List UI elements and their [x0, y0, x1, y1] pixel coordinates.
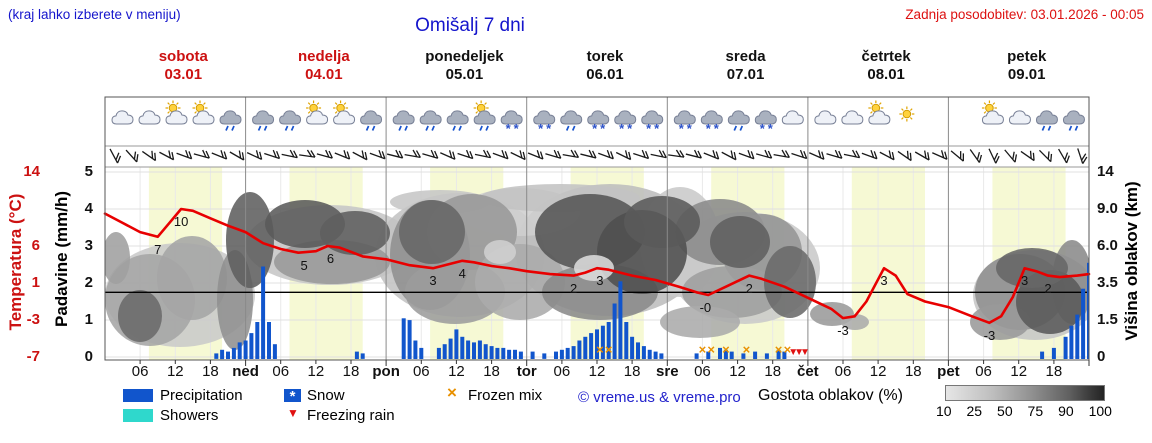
- weather-icon: * *: [673, 110, 696, 136]
- weather-icon: [446, 110, 469, 131]
- svg-text:×: ×: [699, 342, 707, 357]
- weather-icon: [392, 110, 415, 131]
- weather-icon: [814, 102, 837, 125]
- cloud-density-gradient: [945, 385, 1105, 401]
- weather-icon: * *: [641, 110, 664, 136]
- precipitation-swatch-icon: [123, 389, 153, 402]
- svg-text:*: *: [514, 121, 520, 136]
- weather-icon: * *: [700, 110, 723, 136]
- weather-icon: [899, 106, 915, 122]
- svg-text:×: ×: [775, 342, 783, 357]
- legend-freezing-rain-label: Freezing rain: [307, 407, 395, 424]
- svg-text:*: *: [506, 121, 512, 136]
- menu-hint: (kraj lahko izberete v meniju): [8, 7, 181, 22]
- last-update: Zadnja posodobitev: 03.01.2026 - 00:05: [905, 7, 1144, 22]
- weather-icon: * *: [587, 110, 610, 136]
- snow-swatch-icon: *: [284, 389, 301, 405]
- weather-icon: * *: [500, 110, 523, 136]
- weather-icon: [727, 110, 750, 131]
- weather-icon: [473, 100, 496, 131]
- svg-text:×: ×: [707, 342, 715, 357]
- density-tick: 75: [1027, 403, 1044, 419]
- svg-text:▼: ▼: [794, 347, 804, 358]
- weather-icon: [781, 110, 804, 125]
- density-tick: 10: [936, 403, 952, 419]
- weather-icon: [165, 100, 188, 125]
- weather-icon: [981, 100, 1004, 125]
- svg-text:*: *: [538, 121, 544, 136]
- frozen-mix-icon: ×: [447, 383, 457, 402]
- legend-precipitation-label: Precipitation: [160, 387, 243, 404]
- weather-icon: [138, 102, 161, 125]
- svg-text:×: ×: [596, 342, 604, 357]
- weather-icon: [419, 110, 442, 131]
- density-tick: 50: [997, 403, 1013, 419]
- freezing-rain-icon: ▼: [287, 406, 299, 420]
- svg-text:*: *: [619, 121, 625, 136]
- svg-text:*: *: [687, 121, 693, 136]
- svg-text:▼: ▼: [788, 347, 798, 358]
- svg-text:*: *: [546, 121, 552, 136]
- page-title: Omišalj 7 dni: [415, 15, 525, 36]
- weather-icon: [111, 102, 134, 125]
- svg-text:▼: ▼: [800, 347, 810, 358]
- cloud-density-ticks: 10 25 50 75 90 100: [936, 403, 1112, 419]
- weather-icon: [841, 110, 864, 125]
- svg-text:*: *: [600, 121, 606, 136]
- showers-swatch-icon: [123, 409, 153, 422]
- density-tick: 100: [1088, 403, 1112, 419]
- svg-text:*: *: [714, 121, 720, 136]
- weather-icon: [1062, 110, 1085, 131]
- svg-text:*: *: [646, 121, 652, 136]
- weather-icon: * *: [533, 110, 556, 136]
- weather-icon: [219, 102, 242, 131]
- svg-text:*: *: [654, 121, 660, 136]
- weather-icon: [560, 110, 583, 131]
- svg-text:*: *: [627, 121, 633, 136]
- svg-text:×: ×: [605, 342, 613, 357]
- weather-icon: [868, 100, 891, 125]
- svg-text:*: *: [679, 121, 685, 136]
- copyright-link[interactable]: © vreme.us & vreme.pro: [578, 389, 741, 406]
- weather-icon: [360, 110, 383, 131]
- svg-text:×: ×: [743, 342, 751, 357]
- legend-showers-label: Showers: [160, 407, 219, 424]
- weather-icon: [960, 107, 968, 121]
- svg-text:*: *: [592, 121, 598, 136]
- svg-text:×: ×: [722, 342, 730, 357]
- density-tick: 90: [1058, 403, 1074, 419]
- density-tick: 25: [966, 403, 983, 419]
- legend-frozen-mix-label: Frozen mix: [468, 387, 543, 404]
- weather-icon: * *: [614, 110, 637, 136]
- svg-text:*: *: [706, 121, 712, 136]
- weather-icon: [306, 100, 329, 125]
- weather-icon: [928, 107, 935, 121]
- cloud-density-label: Gostota oblakov (%): [758, 387, 903, 404]
- weather-icon: [333, 100, 356, 125]
- svg-text:×: ×: [784, 342, 792, 357]
- weather-icon: [192, 100, 215, 125]
- weather-icon: [1008, 110, 1031, 125]
- legend-snow-label: Snow: [307, 387, 345, 404]
- svg-text:*: *: [760, 121, 766, 136]
- svg-text:*: *: [768, 121, 774, 136]
- weather-icon: * *: [754, 110, 777, 136]
- weather-icon: [279, 110, 302, 131]
- weather-icon: [1035, 110, 1058, 131]
- weather-icon: [252, 102, 275, 131]
